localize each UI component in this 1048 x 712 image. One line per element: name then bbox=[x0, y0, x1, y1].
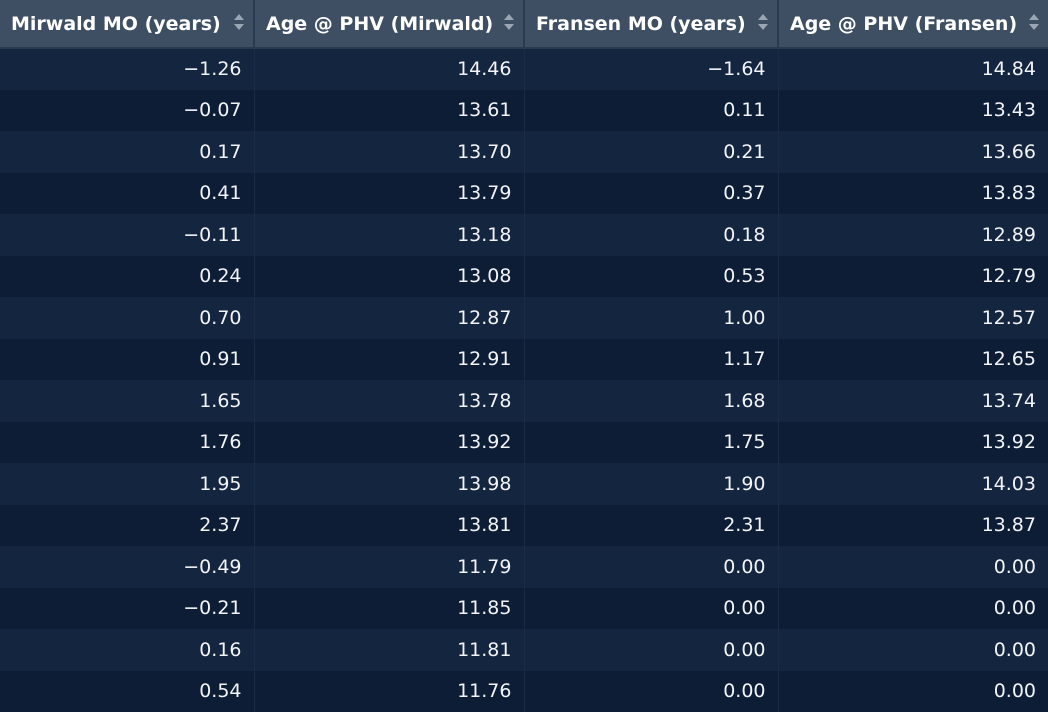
table-cell: 0.37 bbox=[524, 172, 779, 214]
column-header-age-phv-fransen[interactable]: Age @ PHV (Fransen) bbox=[778, 0, 1048, 49]
table-body: −1.26 14.46 −1.64 14.84 −0.07 13.61 0.11 13.43 0… bbox=[0, 48, 1048, 712]
table-cell: 0.00 bbox=[778, 670, 1048, 712]
table-cell: 12.87 bbox=[254, 297, 525, 339]
table-cell: 13.81 bbox=[254, 504, 525, 546]
table-cell: 2.37 bbox=[0, 504, 255, 546]
table-row[interactable]: −0.21 11.85 0.00 0.00 bbox=[0, 587, 1048, 629]
table-cell: 0.24 bbox=[0, 255, 255, 297]
table-cell: 1.00 bbox=[524, 297, 779, 339]
table-cell: 12.57 bbox=[778, 297, 1048, 339]
table-cell: 13.83 bbox=[778, 172, 1048, 214]
table-cell: 1.95 bbox=[0, 463, 255, 505]
table-cell: 0.70 bbox=[0, 297, 255, 339]
table-row[interactable]: −1.26 14.46 −1.64 14.84 bbox=[0, 48, 1048, 90]
table-row[interactable]: 0.16 11.81 0.00 0.00 bbox=[0, 629, 1048, 671]
table-cell: −0.49 bbox=[0, 546, 255, 588]
table-row[interactable]: 1.76 13.92 1.75 13.92 bbox=[0, 421, 1048, 463]
table-row[interactable]: 0.70 12.87 1.00 12.57 bbox=[0, 297, 1048, 339]
table-row[interactable]: 0.17 13.70 0.21 13.66 bbox=[0, 131, 1048, 173]
table-cell: −0.11 bbox=[0, 214, 255, 256]
table-row[interactable]: 0.54 11.76 0.00 0.00 bbox=[0, 670, 1048, 712]
table-cell: 0.21 bbox=[524, 131, 779, 173]
table-cell: 0.00 bbox=[778, 629, 1048, 671]
table-row[interactable]: −0.49 11.79 0.00 0.00 bbox=[0, 546, 1048, 588]
table-cell: 0.16 bbox=[0, 629, 255, 671]
table-cell: 12.89 bbox=[778, 214, 1048, 256]
table-cell: 11.76 bbox=[254, 670, 525, 712]
table-row[interactable]: 0.91 12.91 1.17 12.65 bbox=[0, 338, 1048, 380]
table-cell: 1.75 bbox=[524, 421, 779, 463]
column-header-fransen-mo[interactable]: Fransen MO (years) bbox=[524, 0, 779, 49]
table-cell: −1.64 bbox=[524, 48, 779, 90]
column-header-mirwald-mo[interactable]: Mirwald MO (years) bbox=[0, 0, 255, 49]
table-cell: 0.53 bbox=[524, 255, 779, 297]
table-row[interactable]: 2.37 13.81 2.31 13.87 bbox=[0, 504, 1048, 546]
table-row[interactable]: 1.95 13.98 1.90 14.03 bbox=[0, 463, 1048, 505]
table-cell: 13.79 bbox=[254, 172, 525, 214]
table-cell: 14.84 bbox=[778, 48, 1048, 90]
table-cell: 0.41 bbox=[0, 172, 255, 214]
table-cell: −0.21 bbox=[0, 587, 255, 629]
table-cell: 13.70 bbox=[254, 131, 525, 173]
sort-icon[interactable] bbox=[1029, 14, 1039, 34]
table-cell: 0.00 bbox=[778, 587, 1048, 629]
table-cell: 13.92 bbox=[254, 421, 525, 463]
table-cell: 1.65 bbox=[0, 380, 255, 422]
table-cell: 1.90 bbox=[524, 463, 779, 505]
table-cell: 11.81 bbox=[254, 629, 525, 671]
table-cell: 13.74 bbox=[778, 380, 1048, 422]
table-cell: 13.92 bbox=[778, 421, 1048, 463]
table-cell: 13.98 bbox=[254, 463, 525, 505]
table-row[interactable]: −0.07 13.61 0.11 13.43 bbox=[0, 89, 1048, 131]
table-cell: 13.78 bbox=[254, 380, 525, 422]
table-cell: 0.00 bbox=[524, 670, 779, 712]
table-cell: 1.17 bbox=[524, 338, 779, 380]
table-cell: −1.26 bbox=[0, 48, 255, 90]
table-cell: 0.00 bbox=[778, 546, 1048, 588]
sort-icon[interactable] bbox=[504, 14, 514, 34]
table-cell: 2.31 bbox=[524, 504, 779, 546]
table-cell: 13.08 bbox=[254, 255, 525, 297]
table-cell: 13.87 bbox=[778, 504, 1048, 546]
column-header-age-phv-mirwald[interactable]: Age @ PHV (Mirwald) bbox=[254, 0, 525, 49]
table-row[interactable]: 0.41 13.79 0.37 13.83 bbox=[0, 172, 1048, 214]
sort-icon[interactable] bbox=[234, 14, 244, 34]
header-row: Mirwald MO (years) Age @ PHV (Mirwald) F… bbox=[0, 0, 1048, 49]
table-row[interactable]: 1.65 13.78 1.68 13.74 bbox=[0, 380, 1048, 422]
table-cell: 0.00 bbox=[524, 587, 779, 629]
table-cell: 12.65 bbox=[778, 338, 1048, 380]
table-cell: −0.07 bbox=[0, 89, 255, 131]
table-cell: 0.00 bbox=[524, 629, 779, 671]
table-cell: 0.91 bbox=[0, 338, 255, 380]
table-row[interactable]: −0.11 13.18 0.18 12.89 bbox=[0, 214, 1048, 256]
sort-icon[interactable] bbox=[758, 14, 768, 34]
table-cell: 13.43 bbox=[778, 89, 1048, 131]
column-header-label: Fransen MO (years) bbox=[536, 12, 746, 35]
table-cell: 12.91 bbox=[254, 338, 525, 380]
table-cell: 13.18 bbox=[254, 214, 525, 256]
table-cell: 1.76 bbox=[0, 421, 255, 463]
column-header-label: Age @ PHV (Fransen) bbox=[790, 12, 1018, 35]
table-cell: 14.46 bbox=[254, 48, 525, 90]
table-cell: 0.17 bbox=[0, 131, 255, 173]
column-header-label: Age @ PHV (Mirwald) bbox=[266, 12, 494, 35]
column-header-label: Mirwald MO (years) bbox=[11, 12, 221, 35]
table-cell: 0.11 bbox=[524, 89, 779, 131]
table-cell: 11.85 bbox=[254, 587, 525, 629]
table-cell: 13.61 bbox=[254, 89, 525, 131]
table-cell: 13.66 bbox=[778, 131, 1048, 173]
table-cell: 11.79 bbox=[254, 546, 525, 588]
table-cell: 0.18 bbox=[524, 214, 779, 256]
table-cell: 1.68 bbox=[524, 380, 779, 422]
table-cell: 12.79 bbox=[778, 255, 1048, 297]
table-cell: 14.03 bbox=[778, 463, 1048, 505]
table-row[interactable]: 0.24 13.08 0.53 12.79 bbox=[0, 255, 1048, 297]
table-cell: 0.54 bbox=[0, 670, 255, 712]
table-cell: 0.00 bbox=[524, 546, 779, 588]
